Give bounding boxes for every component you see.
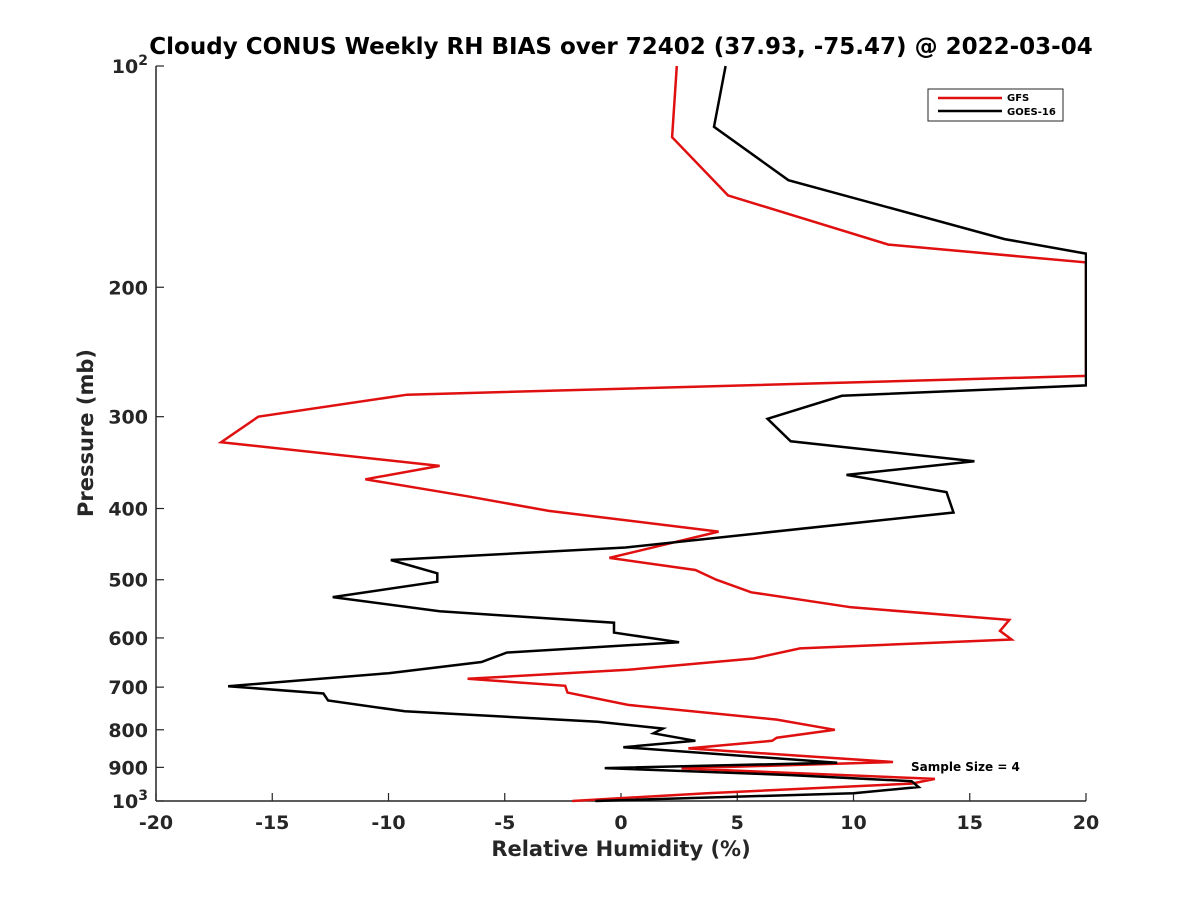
legend-label-goes16: GOES-16 (1007, 107, 1056, 118)
y-tick-label: 103 (112, 788, 148, 813)
x-tick-label: -15 (255, 812, 289, 834)
chart-title: Cloudy CONUS Weekly RH BIAS over 72402 (… (149, 34, 1092, 60)
y-tick-label: 700 (108, 677, 148, 699)
y-tick-label: 102 (112, 53, 148, 78)
y-tick-label: 800 (108, 720, 148, 742)
series-line-goes16 (227, 65, 1087, 803)
x-tick-label: 20 (1073, 812, 1099, 834)
series-layer (217, 65, 1087, 803)
y-tick-label: 400 (108, 499, 148, 521)
legend-box (927, 88, 1064, 122)
x-tick-label: -5 (494, 812, 515, 834)
y-axis-ticks: 102 200 300 400 500 600 700 800 900 103 (108, 53, 164, 813)
y-tick-label: 300 (108, 407, 148, 429)
x-tick-label: -10 (371, 812, 405, 834)
sample-size-annotation: Sample Size = 4 (911, 760, 1020, 774)
legend: GFS GOES-16 (927, 88, 1064, 122)
x-tick-label: 15 (957, 812, 983, 834)
x-tick-label: 0 (614, 812, 627, 834)
x-tick-label: -20 (139, 812, 173, 834)
y-tick-label: 900 (108, 757, 148, 779)
x-tick-label: 10 (840, 812, 866, 834)
x-axis-ticks: -20 -15 -10 -5 0 5 10 15 20 (139, 793, 1099, 834)
x-tick-label: 5 (731, 812, 744, 834)
y-tick-label: 200 (108, 277, 148, 299)
series-line-gfs (217, 65, 1087, 803)
y-tick-label: 500 (108, 570, 148, 592)
y-axis-label: Pressure (mb) (74, 349, 98, 517)
legend-label-gfs: GFS (1007, 93, 1029, 104)
x-axis-label: Relative Humidity (%) (491, 837, 750, 861)
y-tick-label: 600 (108, 628, 148, 650)
